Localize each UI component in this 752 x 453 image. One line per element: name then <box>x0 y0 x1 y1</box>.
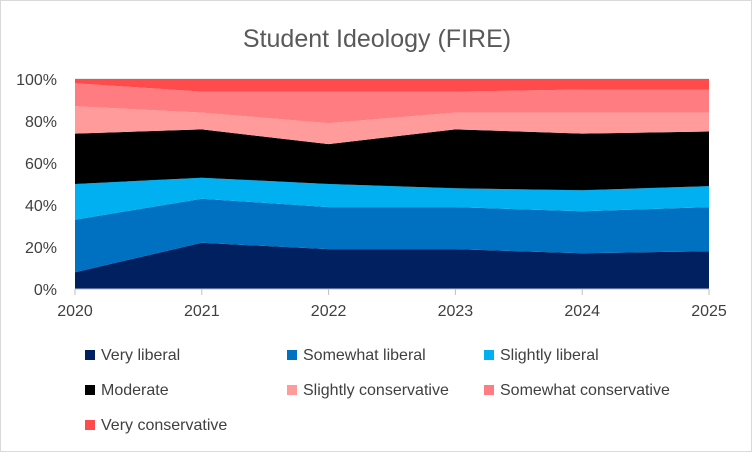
legend-item: Very liberal <box>85 347 180 364</box>
legend-swatch <box>85 420 95 430</box>
legend-swatch <box>85 385 95 395</box>
legend-label: Slightly conservative <box>303 382 449 399</box>
legend-label: Somewhat conservative <box>500 382 670 399</box>
legend-swatch <box>287 350 297 360</box>
chart-title: Student Ideology (FIRE) <box>243 25 511 53</box>
legend-label: Very conservative <box>101 417 227 434</box>
legend-swatch <box>287 385 297 395</box>
y-tick-label: 40% <box>25 198 57 215</box>
axes: 0% 20% 40% 60% 80% 100% 2020 2021 2022 2023 2024 20… <box>16 72 727 320</box>
area-very-conservative <box>75 79 709 92</box>
legend-item: Slightly conservative <box>287 382 449 399</box>
y-tick-label: 20% <box>25 240 57 257</box>
x-tick-label: 2020 <box>57 303 93 320</box>
y-tick-label: 0% <box>34 282 57 299</box>
y-tick-label: 80% <box>25 114 57 131</box>
legend-item: Very conservative <box>85 417 227 434</box>
y-tick-label: 100% <box>16 72 57 89</box>
x-tick-label: 2025 <box>691 303 727 320</box>
legend-swatch <box>484 350 494 360</box>
x-tick-label: 2022 <box>311 303 347 320</box>
y-tick-label: 60% <box>25 156 57 173</box>
legend-label: Slightly liberal <box>500 347 599 364</box>
legend-item: Slightly liberal <box>484 347 599 364</box>
x-tick-label: 2023 <box>438 303 474 320</box>
area-somewhat-liberal <box>75 198 709 273</box>
area-very-liberal <box>75 242 709 289</box>
legend-swatch <box>85 350 95 360</box>
x-tick-label: 2021 <box>184 303 220 320</box>
area-somewhat-conservative <box>75 83 709 124</box>
legend-item: Moderate <box>85 382 169 399</box>
area-slightly-liberal <box>75 177 709 220</box>
legend-item: Somewhat conservative <box>484 382 670 399</box>
area-slightly-conservative <box>75 106 709 145</box>
legend-label: Somewhat liberal <box>303 347 426 364</box>
legend-item: Somewhat liberal <box>287 347 426 364</box>
legend-swatch <box>484 385 494 395</box>
plot-area <box>75 79 709 289</box>
legend-label: Moderate <box>101 382 169 399</box>
area-moderate <box>75 129 709 191</box>
legend-label: Very liberal <box>101 347 180 364</box>
x-tick-label: 2024 <box>564 303 600 320</box>
legend: Very liberal Somewhat liberal Slightly lib… <box>85 347 670 434</box>
